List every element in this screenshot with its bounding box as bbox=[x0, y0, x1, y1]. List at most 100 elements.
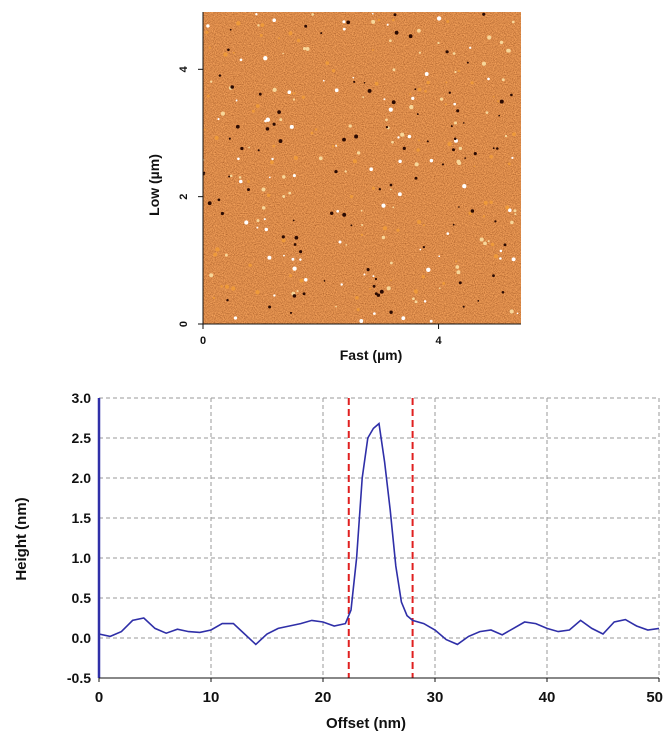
afm-pit bbox=[372, 284, 376, 288]
afm-particle bbox=[483, 241, 487, 246]
afm-particle bbox=[510, 220, 514, 225]
afm-particle bbox=[236, 21, 241, 26]
afm-pit bbox=[391, 100, 396, 105]
afm-pit bbox=[503, 243, 507, 247]
afm-particle bbox=[209, 273, 214, 278]
afm-particle bbox=[455, 265, 460, 269]
afm-particle bbox=[360, 233, 364, 237]
afm-particle bbox=[322, 79, 325, 82]
afm-pit bbox=[363, 82, 366, 84]
afm-particle bbox=[248, 146, 250, 149]
afm-particle bbox=[272, 87, 277, 93]
afm-particle bbox=[417, 28, 421, 33]
afm-particle bbox=[436, 16, 442, 21]
afm-particle bbox=[265, 117, 271, 122]
afm-particle bbox=[429, 319, 433, 323]
profile-y-tick-label: 1.0 bbox=[72, 550, 92, 566]
afm-particle bbox=[261, 206, 266, 210]
afm-particle bbox=[344, 170, 347, 173]
afm-particle bbox=[372, 275, 375, 278]
afm-particle bbox=[429, 158, 434, 163]
afm-particle bbox=[417, 219, 422, 225]
afm-particle bbox=[268, 176, 271, 179]
afm-particle bbox=[261, 187, 266, 192]
afm-particle bbox=[279, 118, 283, 122]
afm-particle bbox=[293, 155, 298, 160]
profile-y-tick-label: 0.5 bbox=[72, 590, 92, 606]
afm-particle bbox=[383, 98, 386, 101]
afm-particle bbox=[388, 107, 393, 112]
afm-particle bbox=[257, 24, 260, 27]
afm-particle bbox=[259, 33, 263, 37]
afm-pit bbox=[492, 274, 495, 278]
afm-particle bbox=[263, 56, 268, 61]
afm-particle bbox=[205, 30, 209, 34]
afm-particle bbox=[426, 80, 430, 85]
profile-series-line bbox=[98, 422, 660, 646]
afm-particle bbox=[409, 104, 414, 110]
afm-particle bbox=[224, 253, 228, 257]
afm-pit bbox=[416, 113, 419, 116]
afm-pit bbox=[462, 122, 465, 124]
afm-pit bbox=[217, 198, 221, 202]
afm-particle bbox=[203, 128, 206, 131]
afm-pit bbox=[281, 235, 285, 239]
afm-particle bbox=[361, 223, 364, 227]
afm-particle bbox=[270, 160, 274, 165]
afm-particle bbox=[336, 209, 340, 213]
afm-pit bbox=[229, 28, 232, 31]
afm-particle bbox=[359, 319, 364, 323]
afm-particle bbox=[299, 258, 302, 261]
afm-particle bbox=[342, 20, 346, 24]
afm-particle bbox=[423, 224, 425, 227]
afm-particle bbox=[485, 111, 489, 114]
afm-pit bbox=[366, 268, 370, 272]
afm-pit bbox=[227, 48, 230, 52]
afm-particle bbox=[239, 179, 243, 184]
afm-pit bbox=[265, 127, 270, 131]
afm-particle bbox=[386, 286, 391, 291]
afm-x-axis-label: Fast (µm) bbox=[340, 347, 403, 363]
afm-particle bbox=[417, 87, 422, 92]
afm-particle bbox=[418, 139, 420, 142]
afm-particle bbox=[282, 175, 286, 179]
afm-particle bbox=[220, 285, 223, 288]
afm-particle bbox=[356, 308, 360, 312]
afm-particle bbox=[499, 40, 504, 45]
afm-particle bbox=[289, 124, 294, 129]
afm-pit bbox=[304, 24, 308, 28]
profile-x-tick-label: 20 bbox=[315, 689, 332, 706]
afm-particle bbox=[264, 227, 269, 232]
afm-particle bbox=[470, 81, 474, 85]
afm-pit bbox=[320, 32, 323, 35]
afm-y-tick-label: 4 bbox=[178, 65, 190, 72]
afm-particle bbox=[296, 290, 299, 293]
afm-particle bbox=[335, 305, 337, 308]
afm-particle bbox=[513, 209, 517, 213]
afm-particle bbox=[446, 20, 450, 23]
afm-particle bbox=[288, 191, 292, 195]
afm-particle bbox=[386, 23, 389, 26]
afm-pit bbox=[330, 211, 334, 215]
afm-particle bbox=[267, 255, 272, 260]
afm-pit bbox=[389, 183, 393, 187]
afm-particle bbox=[445, 81, 448, 84]
afm-pit bbox=[414, 88, 417, 91]
afm-particle bbox=[382, 226, 388, 231]
afm-pit bbox=[458, 281, 462, 285]
afm-particle bbox=[283, 254, 285, 257]
afm-pit bbox=[477, 300, 480, 302]
afm-particle bbox=[511, 20, 515, 24]
afm-particle bbox=[424, 89, 427, 93]
afm-particle bbox=[244, 220, 249, 225]
afm-particle bbox=[302, 47, 307, 51]
afm-pit bbox=[342, 212, 347, 217]
afm-image-panel: 0 4 0 2 4 Fast (µm) Low (µm) bbox=[146, 12, 521, 363]
afm-pit bbox=[453, 137, 457, 141]
afm-particle bbox=[369, 167, 374, 171]
afm-pit bbox=[302, 292, 306, 296]
profile-y-tick-label: -0.5 bbox=[67, 670, 91, 686]
afm-particle bbox=[516, 312, 519, 315]
afm-particle bbox=[282, 195, 286, 198]
afm-particle bbox=[473, 165, 476, 168]
